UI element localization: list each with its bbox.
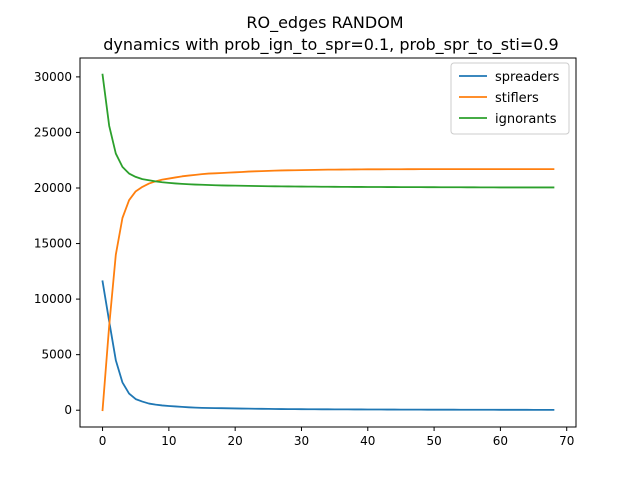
series-line-stiflers: [101, 168, 555, 412]
x-tick-label: 70: [559, 434, 574, 448]
x-tick-label: 10: [161, 434, 176, 448]
y-tick-label: 30000: [34, 70, 72, 84]
legend-label-stiflers: stiflers: [495, 91, 539, 106]
plot-area: 0 10 20 30 40 50 60 70 0 5000 10000 15000 20000 25000…: [34, 57, 577, 448]
legend-label-spreaders: spreaders: [495, 70, 560, 85]
x-tick-label: 40: [360, 434, 375, 448]
legend-box: [450, 62, 570, 135]
y-tick-label: 15000: [34, 237, 72, 251]
y-tick-label: 20000: [34, 181, 72, 195]
legend: spreaders stiflers ignorants: [450, 62, 570, 135]
series-line-spreaders: [101, 280, 555, 411]
axes-frame: [79, 57, 577, 428]
x-tick-label: 60: [493, 434, 508, 448]
y-tick-label: 5000: [41, 348, 72, 362]
x-tick-label: 50: [426, 434, 441, 448]
chart-subtitle: dynamics with prob_ign_to_spr=0.1, prob_…: [103, 35, 558, 55]
y-tick-label: 25000: [34, 125, 72, 139]
x-tick-label: 0: [99, 434, 107, 448]
y-tick-label: 0: [64, 403, 72, 417]
series-line-ignorants: [101, 73, 555, 189]
chart-title: RO_edges RANDOM: [246, 13, 403, 33]
x-tick-label: 20: [228, 434, 243, 448]
y-tick-label: 10000: [34, 292, 72, 306]
legend-label-ignorants: ignorants: [495, 112, 557, 127]
x-tick-label: 30: [294, 434, 309, 448]
